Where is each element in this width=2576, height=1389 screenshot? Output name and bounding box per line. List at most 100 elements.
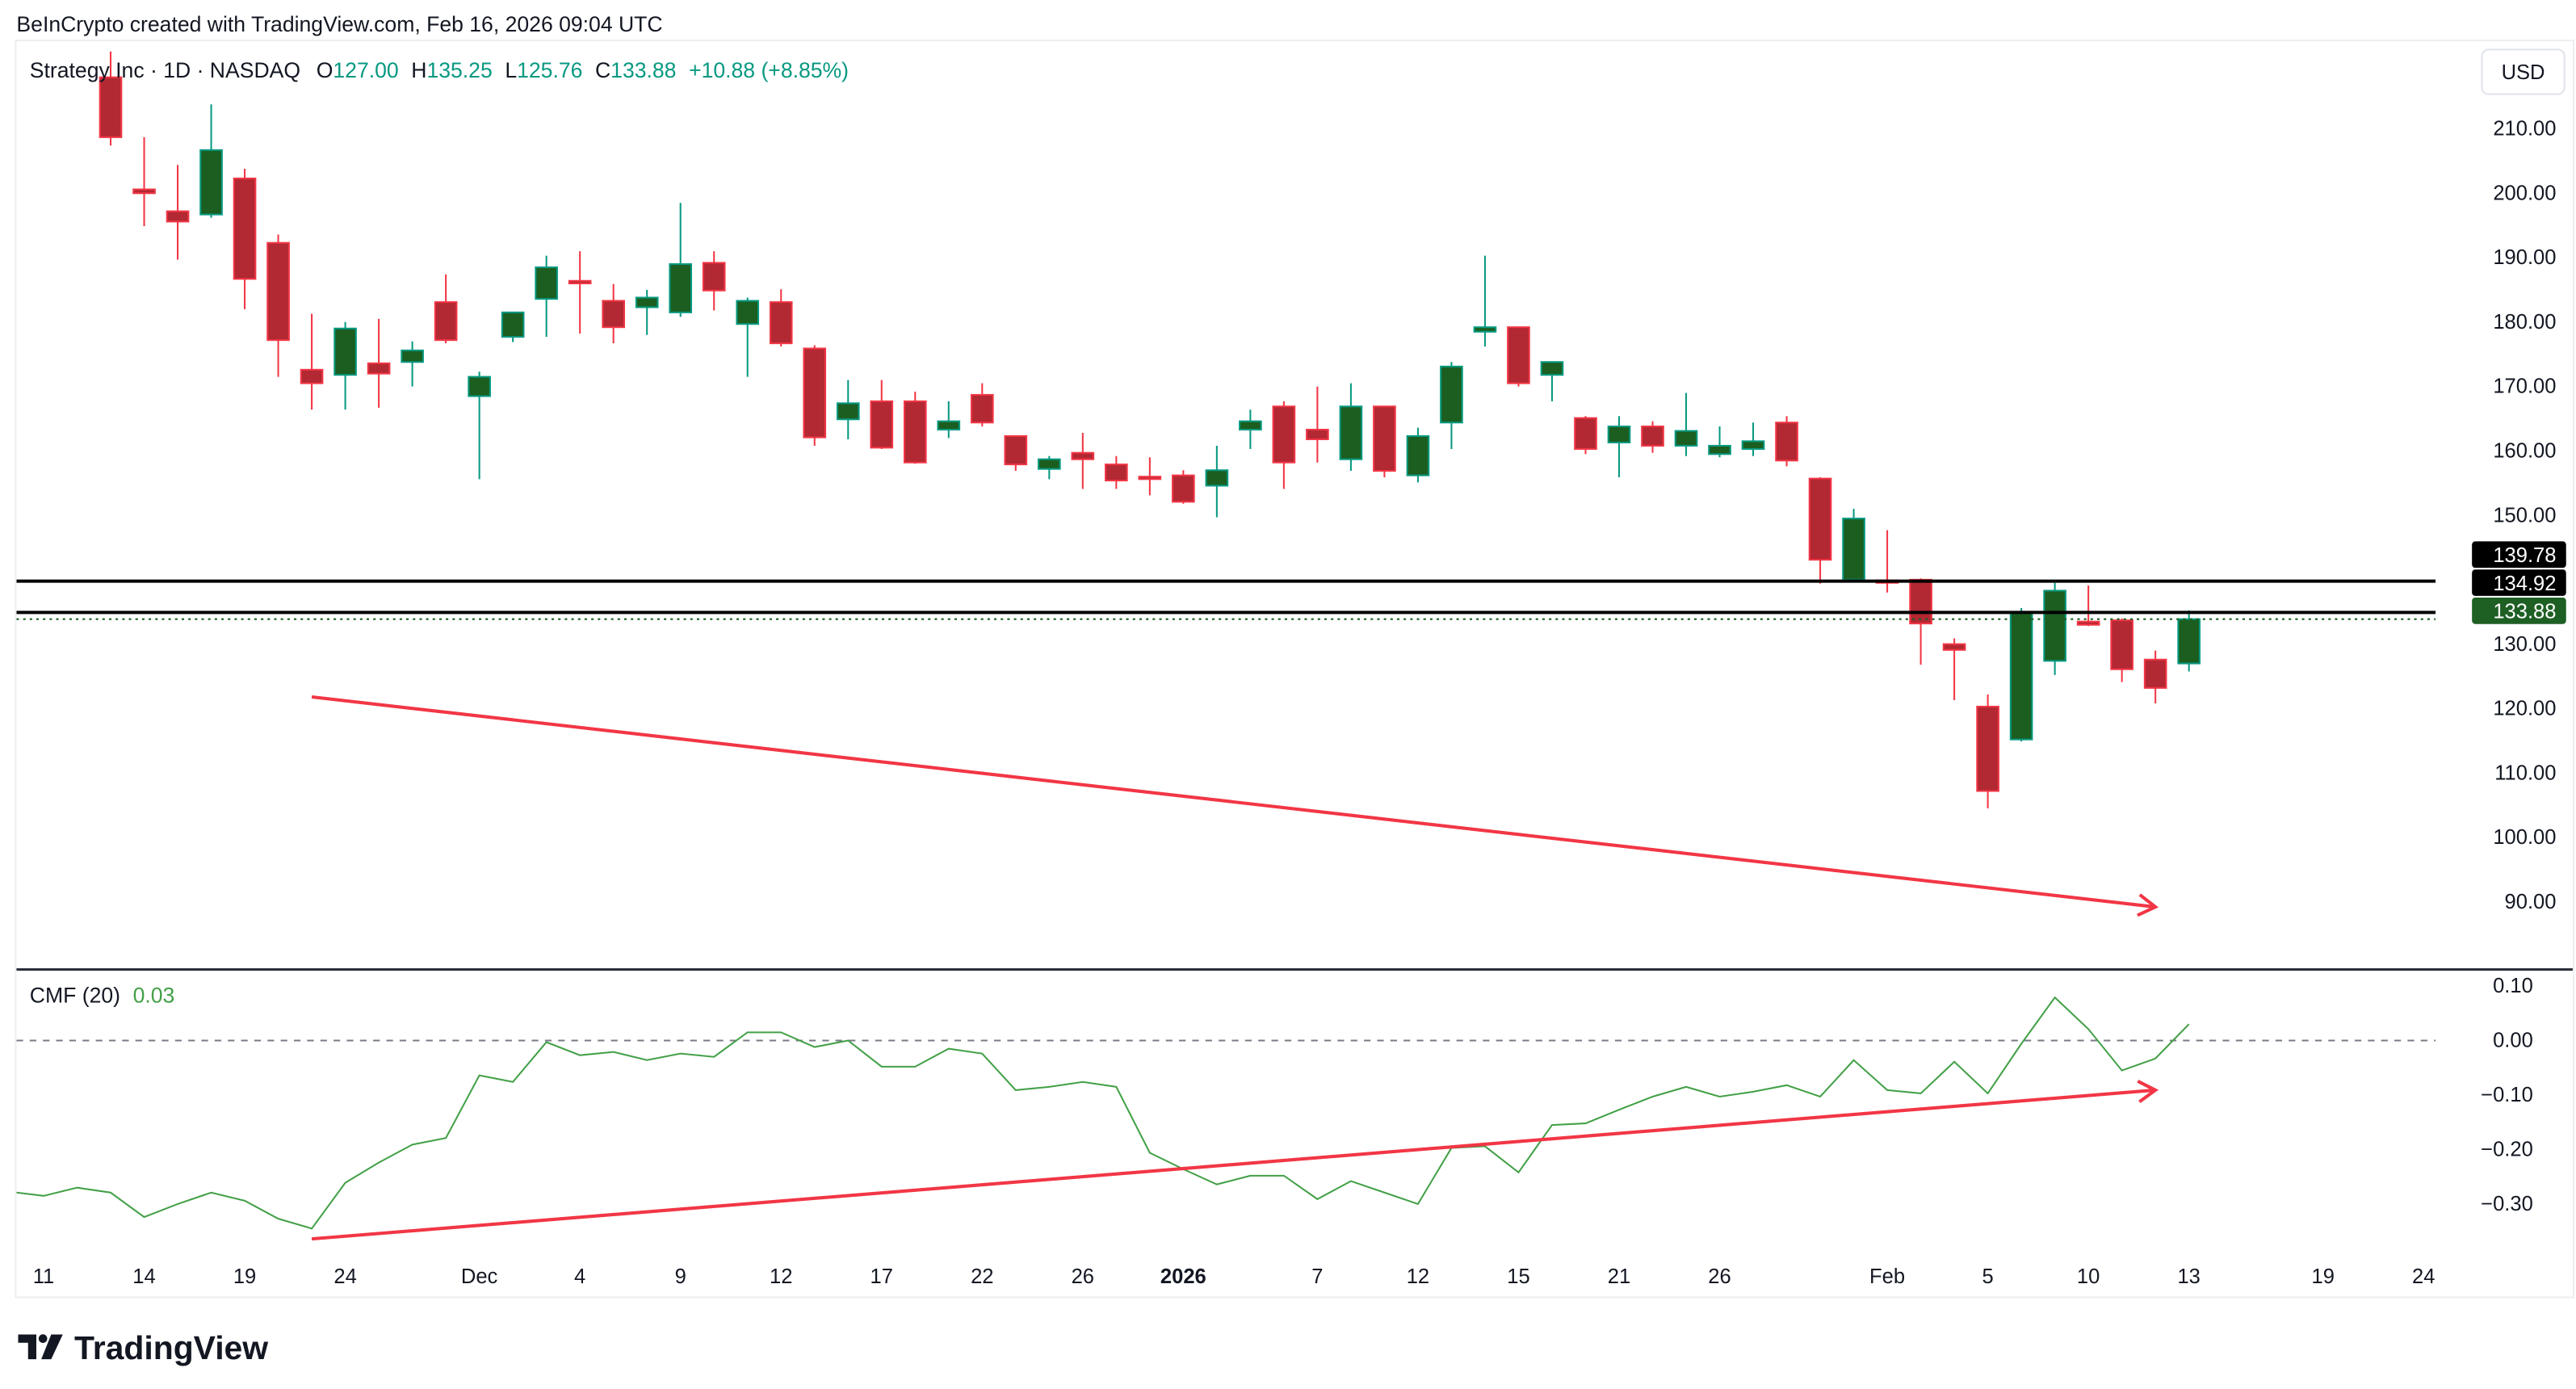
candle-body xyxy=(266,241,290,342)
candle-up[interactable] xyxy=(836,380,860,439)
candle-up[interactable] xyxy=(468,371,491,480)
cmf-line[interactable] xyxy=(16,996,2190,1230)
candle-down[interactable] xyxy=(1976,694,1999,809)
cmf-trendline[interactable] xyxy=(311,1088,2156,1241)
candle-down[interactable] xyxy=(1942,638,1966,701)
candle-down[interactable] xyxy=(300,313,324,410)
candle-down[interactable] xyxy=(903,391,927,464)
candle-body xyxy=(635,296,659,308)
price-label-box xyxy=(2472,541,2566,569)
candle-up[interactable] xyxy=(635,289,659,335)
candle-up[interactable] xyxy=(736,297,760,377)
time-tick-label: 4 xyxy=(574,1265,585,1288)
price-label-box xyxy=(2472,597,2566,624)
trendline-arrowhead-icon xyxy=(2137,1079,2159,1104)
candle-up[interactable] xyxy=(1037,455,1061,480)
price-label-text: 134.92 xyxy=(2493,573,2556,595)
candle-down[interactable] xyxy=(1808,477,1832,584)
candle-down[interactable] xyxy=(870,380,894,449)
candle-down[interactable] xyxy=(1775,416,1798,467)
candle-down[interactable] xyxy=(2110,618,2133,682)
candle-down[interactable] xyxy=(1574,416,1597,455)
candle-down[interactable] xyxy=(1138,457,1162,496)
candle-down[interactable] xyxy=(702,251,726,311)
candle-up[interactable] xyxy=(535,255,558,338)
candle-down[interactable] xyxy=(1373,405,1396,478)
time-tick-label: 10 xyxy=(2077,1265,2100,1288)
price-trendline[interactable] xyxy=(311,694,2156,909)
time-tick-label: 12 xyxy=(770,1265,792,1288)
candle-up[interactable] xyxy=(1842,509,1865,581)
price-tick-label: 190.00 xyxy=(2493,246,2556,269)
tradingview-logo[interactable]: TradingView xyxy=(18,1329,268,1366)
candle-down[interactable] xyxy=(769,289,793,347)
candle-body xyxy=(2143,658,2167,689)
time-axis[interactable]: 11 14 19 24 Dec 4 9 12 17 22 26 2026 7 12 15 21 26 Feb 5 10… xyxy=(33,1265,2435,1288)
candle-down[interactable] xyxy=(2076,585,2100,627)
candle-body xyxy=(669,263,693,313)
candle-body xyxy=(769,301,793,345)
candle-down[interactable] xyxy=(1004,434,1028,472)
candle-up[interactable] xyxy=(1607,416,1631,478)
candle-down[interactable] xyxy=(970,383,994,427)
candle-down[interactable] xyxy=(166,165,190,260)
candle-up[interactable] xyxy=(1741,422,1765,456)
candle-up[interactable] xyxy=(937,401,961,439)
price-pane[interactable] xyxy=(16,51,2436,917)
candle-up[interactable] xyxy=(1540,361,1564,401)
candle-down[interactable] xyxy=(99,51,123,146)
candle-up[interactable] xyxy=(1239,409,1262,449)
candle-body xyxy=(199,149,223,216)
candle-down[interactable] xyxy=(1507,326,1530,387)
price-axis[interactable]: 210.00 200.00 190.00 180.00 170.00 160.00 150.… xyxy=(2493,118,2556,913)
candle-up[interactable] xyxy=(501,311,525,342)
candle-down[interactable] xyxy=(233,168,257,309)
cmf-axis: 0.10 0.00 −0.10 −0.20 −0.30 xyxy=(2481,975,2533,1215)
candle-up[interactable] xyxy=(1708,426,1731,458)
candle-body xyxy=(1037,458,1061,470)
candle-body xyxy=(970,393,994,424)
time-tick-label: Dec xyxy=(461,1265,498,1288)
candle-up[interactable] xyxy=(1473,255,1497,347)
cmf-tick-label: 0.00 xyxy=(2493,1030,2533,1052)
candle-down[interactable] xyxy=(1272,401,1296,489)
time-tick-label: 14 xyxy=(132,1265,155,1288)
candle-down[interactable] xyxy=(1641,421,1664,453)
candle-down[interactable] xyxy=(434,274,458,344)
candle-body xyxy=(501,311,525,338)
candle-up[interactable] xyxy=(1205,445,1229,518)
candle-up[interactable] xyxy=(669,203,693,317)
candle-down[interactable] xyxy=(1105,455,1128,489)
candle-up[interactable] xyxy=(2043,582,2066,675)
candle-up[interactable] xyxy=(199,104,223,218)
candle-up[interactable] xyxy=(2177,610,2201,672)
symbol-name[interactable]: Strategy Inc · 1D · NASDAQ xyxy=(30,58,300,82)
price-tick-label: 180.00 xyxy=(2493,311,2556,334)
price-tick-label: 210.00 xyxy=(2493,118,2556,141)
candle-down[interactable] xyxy=(803,345,827,446)
symbol-legend: Strategy Inc · 1D · NASDAQ O127.00 H135.… xyxy=(30,58,849,82)
candle-up[interactable] xyxy=(1339,383,1363,472)
cmf-pane[interactable] xyxy=(16,996,2436,1241)
currency-button[interactable]: USD xyxy=(2481,48,2566,95)
candle-up[interactable] xyxy=(1440,362,1463,449)
cmf-legend[interactable]: CMF (20) 0.03 xyxy=(30,983,175,1007)
candle-body xyxy=(1071,451,1095,460)
candle-down[interactable] xyxy=(568,251,592,334)
candle-up[interactable] xyxy=(401,341,424,387)
candle-body xyxy=(233,177,257,280)
candle-down[interactable] xyxy=(1071,433,1095,489)
candle-down[interactable] xyxy=(1306,386,1329,463)
candle-up[interactable] xyxy=(1406,427,1430,483)
candle-up[interactable] xyxy=(334,321,357,410)
candle-down[interactable] xyxy=(602,283,625,344)
candle-up[interactable] xyxy=(1674,392,1698,456)
candle-down[interactable] xyxy=(2143,650,2167,704)
candle-down[interactable] xyxy=(1909,578,1932,665)
candle-up[interactable] xyxy=(2009,607,2033,742)
candle-down[interactable] xyxy=(367,318,391,408)
candle-down[interactable] xyxy=(132,136,156,226)
candle-down[interactable] xyxy=(1172,470,1195,504)
candle-down[interactable] xyxy=(266,234,290,377)
